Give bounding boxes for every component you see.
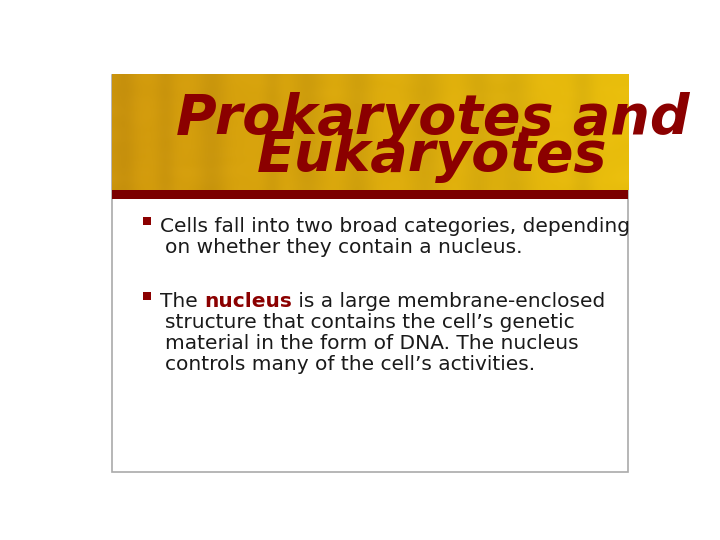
Bar xyxy=(112,191,629,199)
FancyBboxPatch shape xyxy=(112,75,629,472)
Bar xyxy=(143,218,150,225)
Text: on whether they contain a nucleus.: on whether they contain a nucleus. xyxy=(166,238,523,257)
Bar xyxy=(143,292,150,300)
Text: Eukaryotes: Eukaryotes xyxy=(257,129,608,183)
Text: Cells fall into two broad categories, depending: Cells fall into two broad categories, de… xyxy=(160,217,630,236)
Text: Prokaryotes and: Prokaryotes and xyxy=(176,92,689,146)
Text: controls many of the cell’s activities.: controls many of the cell’s activities. xyxy=(166,355,536,374)
Text: structure that contains the cell’s genetic: structure that contains the cell’s genet… xyxy=(166,313,575,332)
Text: is a large membrane-enclosed: is a large membrane-enclosed xyxy=(292,292,605,311)
Text: material in the form of DNA. The nucleus: material in the form of DNA. The nucleus xyxy=(166,334,579,353)
Text: nucleus: nucleus xyxy=(204,292,292,311)
Text: The: The xyxy=(160,292,204,311)
